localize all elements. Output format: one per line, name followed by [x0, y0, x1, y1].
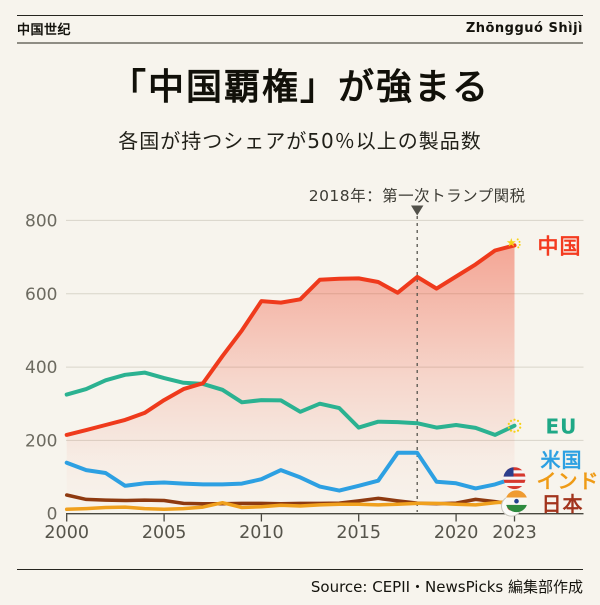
eu-flag-icon [507, 418, 522, 433]
us-flag-icon [503, 467, 526, 490]
source-credit: Source: CEPII・NewsPicks 編集部作成 [17, 569, 583, 597]
x-tick-label: 2020 [434, 523, 479, 543]
x-tick-label: 2023 [492, 523, 537, 543]
legend-label-eu: EU [546, 415, 578, 439]
china-flag-icon [506, 238, 521, 249]
legend-label-us: 米国 [541, 448, 583, 472]
y-tick-label: 600 [25, 285, 57, 305]
y-tick-label: 400 [25, 358, 57, 378]
y-tick-label: 200 [25, 431, 57, 451]
legend-label-china: 中国 [538, 234, 582, 258]
line-india [64, 499, 517, 512]
india-flag-icon [505, 490, 528, 513]
line-eu [64, 370, 517, 437]
y-tick-label: 0 [47, 505, 58, 525]
x-tick-label: 2010 [239, 523, 284, 543]
line-china [64, 243, 517, 437]
x-tick-label: 2000 [44, 523, 89, 543]
legend-label-india: インド [537, 469, 600, 493]
kicker-right-label: Zhōngguó Shìjì [465, 21, 583, 36]
x-tick-label: 2005 [142, 523, 187, 543]
kicker-bar: 中国世纪 Zhōngguó Shìjì [17, 15, 583, 44]
page-title: 「中国覇権」が強まる [109, 66, 490, 108]
line-chart: 0 200 400 600 800 2000 2005 2010 2015 2020 2023 201… [25, 187, 600, 543]
kicker-left-label: 中国世纪 [17, 23, 72, 38]
x-tick-label: 2015 [336, 523, 381, 543]
page-subtitle: 各国が持つシェアが50％以上の製品数 [118, 129, 482, 153]
legend-label-japan: 日本 [542, 492, 584, 516]
annotation-label: 2018年：第一次トランプ関税 [309, 187, 526, 205]
line-us [64, 450, 517, 493]
y-tick-label: 800 [25, 211, 57, 231]
china-area-fill [66, 245, 515, 514]
annotation-pointer-icon [411, 205, 424, 216]
